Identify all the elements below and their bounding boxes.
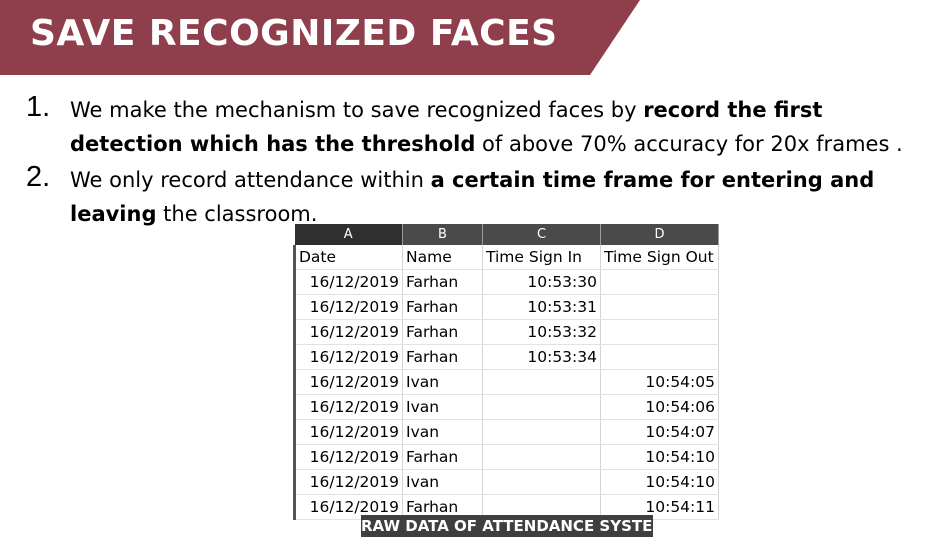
point-bold-text: record the first detection which has the… <box>70 98 823 156</box>
date-cell[interactable]: 16/12/2019 <box>293 444 403 470</box>
table-row: 16/12/2019 Farhan 10:53:34 <box>293 344 719 370</box>
list-item-1: 1. We make the mechanism to save recogni… <box>20 91 940 161</box>
date-cell[interactable]: 16/12/2019 <box>293 294 403 320</box>
table-row: 16/12/2019 Ivan 10:54:05 <box>293 369 719 395</box>
title-banner <box>0 0 640 75</box>
table-row: 16/12/2019 Farhan 10:53:31 <box>293 294 719 320</box>
name-cell[interactable]: Farhan <box>402 269 483 295</box>
name-cell[interactable]: Farhan <box>402 444 483 470</box>
list-item-2: 2. We only record attendance within a ce… <box>20 161 940 231</box>
time-sign-out-cell[interactable]: 10:54:06 <box>600 394 719 420</box>
table-row: 16/12/2019 Farhan 10:54:10 <box>293 444 719 470</box>
name-cell[interactable]: Farhan <box>402 319 483 345</box>
attendance-spreadsheet: A B C D Date Name Time Sign In Time Sign… <box>293 224 719 520</box>
time-sign-out-cell[interactable] <box>600 269 719 295</box>
time-sign-out-cell[interactable]: 10:54:05 <box>600 369 719 395</box>
table-row: 16/12/2019 Ivan 10:54:10 <box>293 469 719 495</box>
time-sign-out-cell[interactable]: 10:54:10 <box>600 444 719 470</box>
column-letter-row: A B C D <box>294 224 719 245</box>
name-cell[interactable]: Ivan <box>402 394 483 420</box>
header-cell-date[interactable]: Date <box>293 245 403 270</box>
header-cell-time-sign-in[interactable]: Time Sign In <box>482 245 601 270</box>
column-header-b[interactable]: B <box>402 224 483 245</box>
time-sign-in-cell[interactable]: 10:53:31 <box>482 294 601 320</box>
column-header-a[interactable]: A <box>294 224 403 245</box>
point-text: the classroom. <box>156 202 318 226</box>
time-sign-in-cell[interactable]: 10:53:32 <box>482 319 601 345</box>
table-row: 16/12/2019 Farhan 10:53:32 <box>293 319 719 345</box>
date-cell[interactable]: 16/12/2019 <box>293 319 403 345</box>
table-row: 16/12/2019 Ivan 10:54:06 <box>293 394 719 420</box>
name-cell[interactable]: Ivan <box>402 369 483 395</box>
point-text: We only record attendance within <box>70 168 431 192</box>
name-cell[interactable]: Farhan <box>402 294 483 320</box>
time-sign-in-cell[interactable]: 10:53:30 <box>482 269 601 295</box>
time-sign-out-cell[interactable]: 10:54:10 <box>600 469 719 495</box>
table-caption: RAW DATA OF ATTENDANCE SYSTEM <box>361 515 668 537</box>
header-cell-name[interactable]: Name <box>402 245 483 270</box>
list-number: 2. <box>26 161 51 193</box>
time-sign-out-cell[interactable]: 10:54:07 <box>600 419 719 445</box>
header-cell-time-sign-out[interactable]: Time Sign Out <box>600 245 719 270</box>
time-sign-out-cell[interactable]: 10:54:11 <box>600 494 719 520</box>
bullet-list: 1. We make the mechanism to save recogni… <box>20 91 940 231</box>
date-cell[interactable]: 16/12/2019 <box>293 369 403 395</box>
date-cell[interactable]: 16/12/2019 <box>293 344 403 370</box>
table-row: 16/12/2019 Farhan 10:53:30 <box>293 269 719 295</box>
header-row: Date Name Time Sign In Time Sign Out <box>293 245 719 270</box>
date-cell[interactable]: 16/12/2019 <box>293 469 403 495</box>
name-cell[interactable]: Ivan <box>402 419 483 445</box>
column-header-c[interactable]: C <box>482 224 601 245</box>
time-sign-in-cell[interactable] <box>482 444 601 470</box>
date-cell[interactable]: 16/12/2019 <box>293 419 403 445</box>
date-cell[interactable]: 16/12/2019 <box>293 269 403 295</box>
time-sign-in-cell[interactable] <box>482 394 601 420</box>
point-bold-text: a certain time frame for entering and le… <box>70 168 875 226</box>
attendance-table: A B C D Date Name Time Sign In Time Sign… <box>293 224 719 520</box>
slide-title: SAVE RECOGNIZED FACES <box>30 13 558 54</box>
point-text: of above 70% accuracy for 20x frames . <box>475 132 903 156</box>
time-sign-out-cell[interactable] <box>600 344 719 370</box>
name-cell[interactable]: Farhan <box>402 344 483 370</box>
time-sign-out-cell[interactable] <box>600 294 719 320</box>
date-cell[interactable]: 16/12/2019 <box>293 394 403 420</box>
time-sign-in-cell[interactable] <box>482 419 601 445</box>
table-row: 16/12/2019 Farhan 10:54:11 <box>293 494 719 520</box>
time-sign-in-cell[interactable] <box>482 369 601 395</box>
point-text: We make the mechanism to save recognized… <box>70 98 644 122</box>
table-row: 16/12/2019 Ivan 10:54:07 <box>293 419 719 445</box>
column-header-d[interactable]: D <box>600 224 719 245</box>
time-sign-in-cell[interactable] <box>482 469 601 495</box>
time-sign-out-cell[interactable] <box>600 319 719 345</box>
time-sign-in-cell[interactable]: 10:53:34 <box>482 344 601 370</box>
list-number: 1. <box>26 91 51 123</box>
name-cell[interactable]: Ivan <box>402 469 483 495</box>
